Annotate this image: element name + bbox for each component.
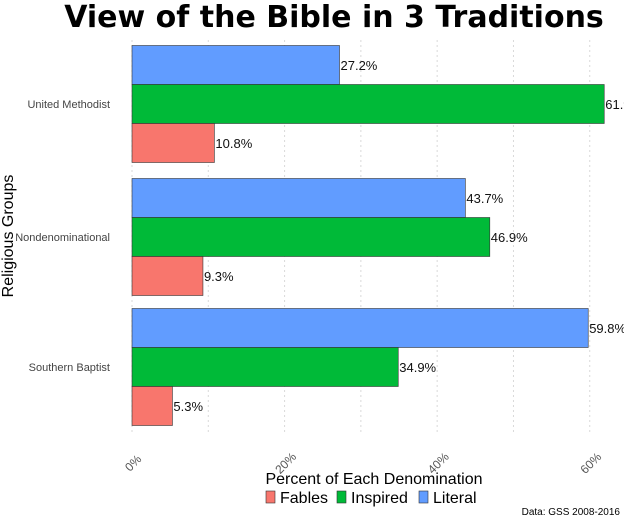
category-label: Southern Baptist <box>29 362 110 374</box>
category-label: Nondenominational <box>15 232 110 244</box>
data-labels-layer: 27.2% 61.9% 10.8% 43.7% 46.9% 9.3% 59.8% 34.9% 5… <box>173 58 624 414</box>
data-label: 46.9% <box>491 230 528 245</box>
legend-label: Literal <box>433 490 477 507</box>
data-label: 9.3% <box>204 269 234 284</box>
legend-swatch-inspired <box>336 490 347 504</box>
bar-literal-1 <box>131 178 466 218</box>
data-label: 43.7% <box>466 191 503 206</box>
data-label: 10.8% <box>215 136 252 151</box>
data-label: 34.9% <box>399 360 436 375</box>
category-label: United Methodist <box>27 99 110 111</box>
legend-swatch-fables <box>265 490 276 504</box>
bar-inspired-2 <box>131 347 399 387</box>
legend: Fables Inspired Literal <box>265 490 477 507</box>
caption: Data: GSS 2008-2016 <box>522 507 621 518</box>
data-label: 61.9% <box>605 97 624 112</box>
chart-title: View of the Bible in 3 Traditions <box>64 0 604 35</box>
bars-layer <box>131 45 605 426</box>
data-label: 59.8% <box>589 321 624 336</box>
x-tick-label: 60% <box>577 450 604 477</box>
bar-literal-0 <box>131 45 340 85</box>
bar-inspired-0 <box>131 84 605 124</box>
x-axis-title: Percent of Each Denomination <box>265 471 482 488</box>
y-axis-title: Religious Groups <box>0 175 17 298</box>
category-labels-layer: United Methodist Nondenominational Souther… <box>15 99 110 374</box>
bar-inspired-1 <box>131 217 491 257</box>
bar-literal-2 <box>131 308 589 348</box>
bar-fables-1 <box>131 256 204 296</box>
legend-label: Fables <box>280 490 328 507</box>
legend-swatch-literal <box>418 490 429 504</box>
x-tick-label: 0% <box>122 452 144 474</box>
bar-fables-2 <box>131 386 173 426</box>
data-label: 5.3% <box>173 399 203 414</box>
legend-label: Inspired <box>351 490 408 507</box>
data-label: 27.2% <box>341 58 378 73</box>
bar-fables-0 <box>131 123 215 163</box>
